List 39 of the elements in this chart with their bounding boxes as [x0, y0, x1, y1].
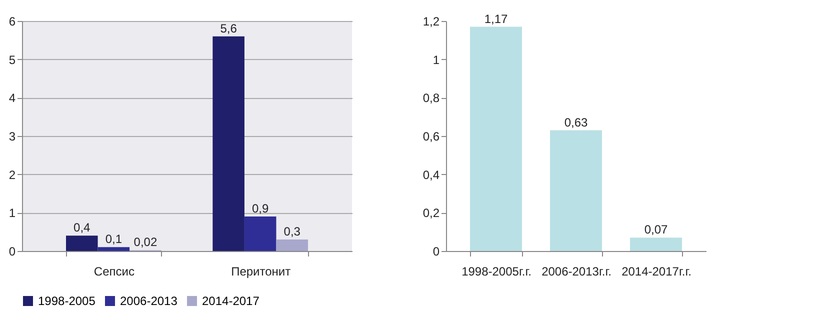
data-label: 0,4: [74, 220, 91, 235]
data-label: 0,63: [564, 115, 588, 130]
data-label: 0,3: [284, 224, 301, 238]
data-label: 0,1: [105, 232, 122, 246]
data-label: 0,9: [252, 202, 269, 216]
y-tick-label: 1,2: [422, 14, 440, 28]
bar: [550, 130, 602, 251]
data-label: 1,17: [484, 12, 508, 26]
bar: [630, 238, 682, 251]
legend-label: 2006-2013: [120, 294, 178, 308]
bar: [470, 26, 522, 251]
y-tick-label: 6: [8, 14, 16, 28]
y-tick-label: 0,8: [422, 91, 440, 106]
y-tick-label: 1: [432, 52, 440, 67]
y-tick-label: 0: [8, 244, 16, 258]
x-tick-label: 2014-2017г.г.: [622, 264, 692, 278]
bar: [244, 216, 276, 251]
bar: [212, 36, 244, 251]
y-tick-label: 0,2: [422, 206, 440, 220]
bar: [98, 247, 130, 251]
y-tick-label: 2: [8, 168, 16, 182]
bar: [276, 240, 308, 251]
y-tick-label: 4: [8, 91, 16, 106]
y-tick-label: 0: [432, 244, 440, 258]
y-tick-label: 0,6: [422, 130, 440, 144]
x-tick-label: Перитонит: [231, 264, 292, 278]
x-tick-label: Сепсис: [94, 264, 134, 278]
x-tick-label: 2006-2013г.г.: [542, 264, 612, 278]
x-tick-label: 1998-2005г.г.: [462, 264, 532, 278]
legend-label: 1998-2005: [38, 294, 96, 308]
data-label: 0,02: [134, 235, 158, 250]
data-label: 0,07: [644, 222, 668, 237]
legend-label: 2014-2017: [202, 294, 260, 308]
y-tick-label: 1: [8, 206, 16, 220]
bar: [66, 236, 98, 251]
y-tick-label: 0,4: [422, 168, 440, 182]
y-tick-label: 3: [8, 130, 16, 144]
data-label: 5,6: [220, 21, 238, 36]
y-tick-label: 5: [8, 52, 16, 67]
